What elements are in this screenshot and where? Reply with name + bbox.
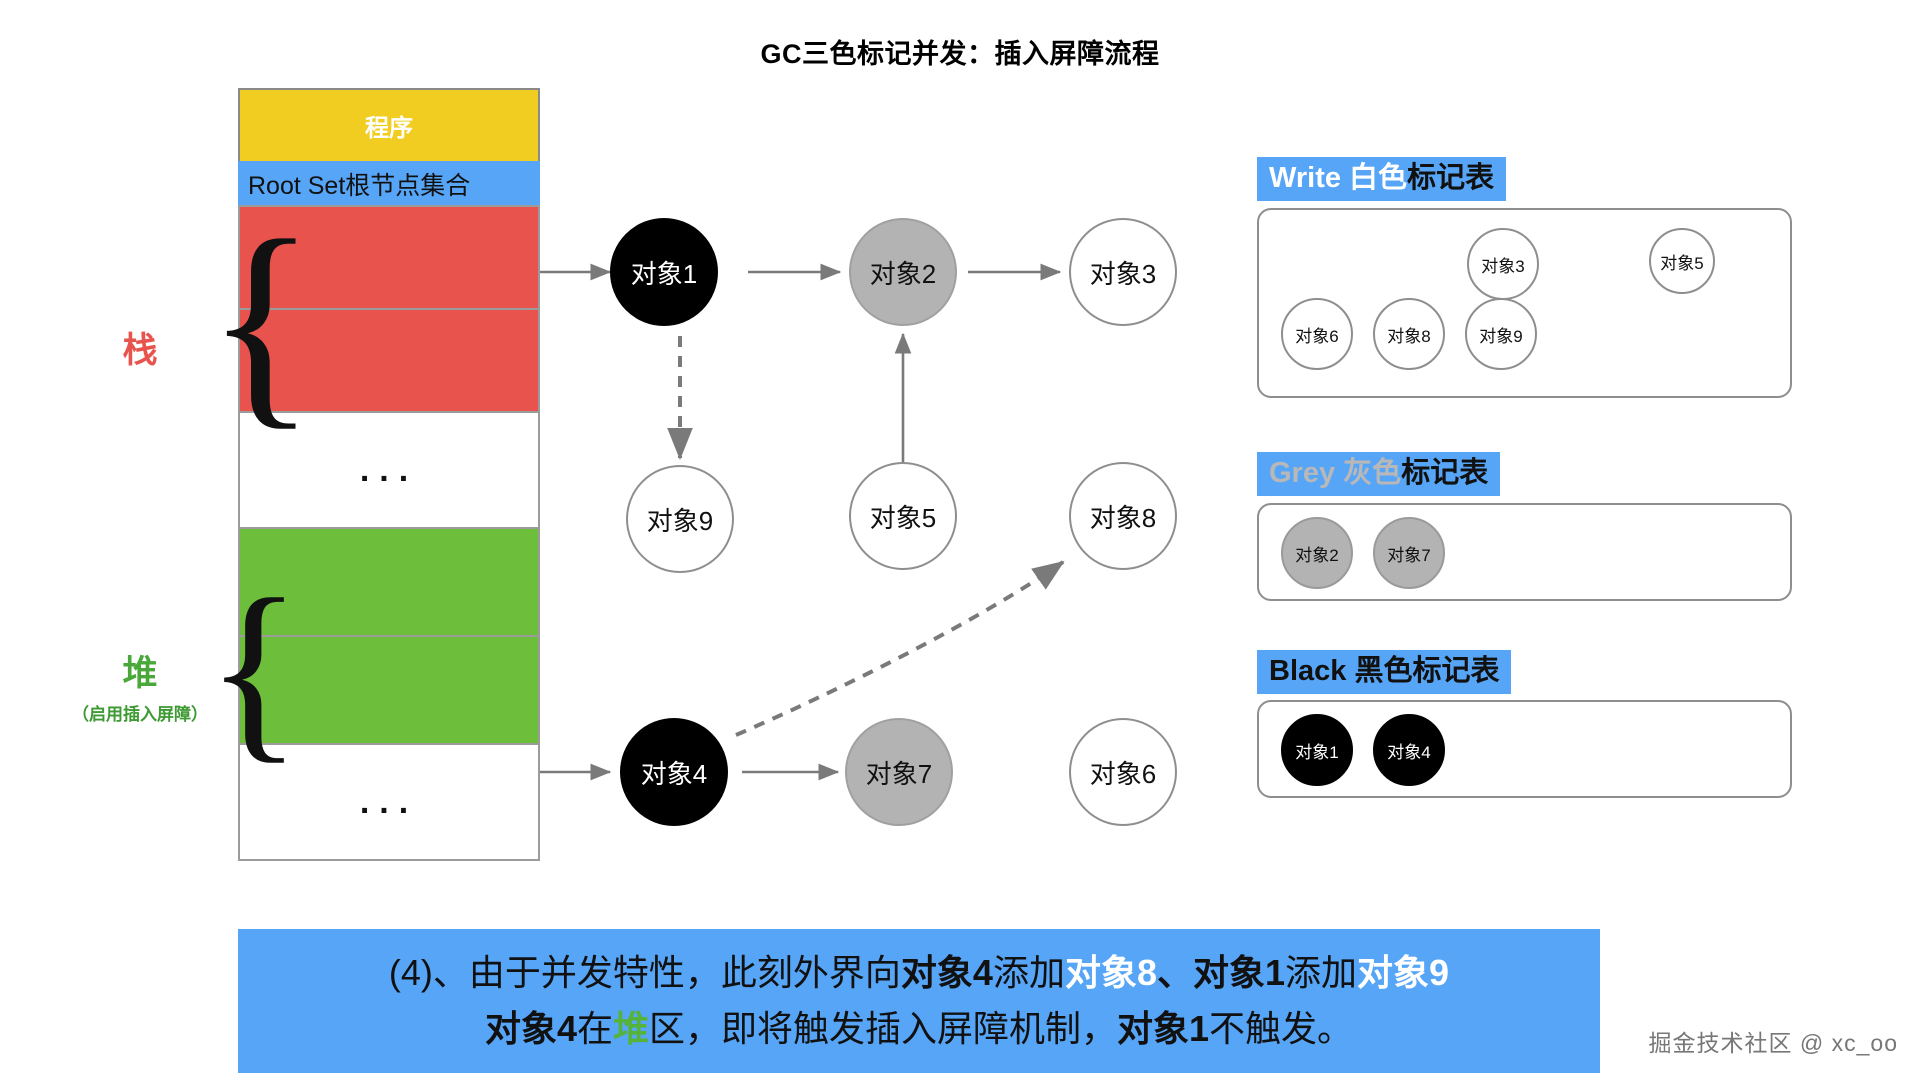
caption-l2-d: 区，即将触发插入屏障机制， xyxy=(649,1008,1118,1049)
grey-chip-obj7-label: 对象7 xyxy=(1387,545,1431,565)
graph-node-obj5[interactable]: 对象5 xyxy=(849,462,957,570)
watermark: 掘金技术社区 @ xc_oo xyxy=(1648,1030,1898,1056)
white-chip-obj5[interactable]: 对象5 xyxy=(1649,228,1715,294)
black-chip-obj1-label: 对象1 xyxy=(1295,742,1339,762)
grey-chip-obj2-label: 对象2 xyxy=(1295,545,1339,565)
white-chip-obj3-label: 对象3 xyxy=(1481,256,1525,276)
caption-l1-h: 对象9 xyxy=(1357,952,1450,994)
graph-node-obj3-label: 对象3 xyxy=(1089,258,1157,289)
caption-l1-a: (4)、由于并发特性，此刻外界向 xyxy=(388,952,901,994)
stack-label: 栈 xyxy=(122,331,158,370)
caption-l1-b: 对象4 xyxy=(900,952,993,994)
heap-sublabel: （启用插入屏障） xyxy=(72,705,208,724)
graph-node-obj1-label: 对象1 xyxy=(630,258,698,289)
caption-line-2: 对象4在堆区，即将触发插入屏障机制，对象1不触发。 xyxy=(485,1001,1353,1057)
black-mark-table-header-tail: 标记表 xyxy=(1412,655,1500,687)
heap-brace: { xyxy=(206,559,302,780)
caption-l1-f: 对象1 xyxy=(1193,952,1286,994)
memory-column: 程序 Root Set根节点集合 ... ... xyxy=(238,88,540,861)
black-chip-obj4-label: 对象4 xyxy=(1387,742,1431,762)
grey-chip-obj7[interactable]: 对象7 xyxy=(1373,517,1445,589)
memory-block-program: 程序 xyxy=(238,88,540,163)
white-chip-obj6-label: 对象6 xyxy=(1295,326,1339,346)
white-chip-obj5-label: 对象5 xyxy=(1660,253,1704,273)
black-chip-obj4[interactable]: 对象4 xyxy=(1373,714,1445,786)
white-chip-obj6[interactable]: 对象6 xyxy=(1281,298,1353,370)
heap-ellipsis-label: ... xyxy=(359,782,419,821)
caption-l2-f: 不触发。 xyxy=(1209,1008,1354,1049)
graph-node-obj6-label: 对象6 xyxy=(1089,758,1157,789)
graph-node-obj8[interactable]: 对象8 xyxy=(1069,462,1177,570)
caption-l2-b: 在 xyxy=(576,1008,613,1049)
graph-node-obj4[interactable]: 对象4 xyxy=(620,718,728,826)
white-chip-obj8[interactable]: 对象8 xyxy=(1373,298,1445,370)
graph-node-obj1[interactable]: 对象1 xyxy=(610,218,718,326)
page-title: GC三色标记并发：插入屏障流程 xyxy=(760,39,1160,69)
black-mark-table-box: 对象1 对象4 xyxy=(1257,700,1792,798)
white-mark-table-header: Write 白色标记表 xyxy=(1257,157,1507,202)
memory-block-root-set: Root Set根节点集合 xyxy=(238,161,540,207)
grey-mark-table-header: Grey 灰色标记表 xyxy=(1257,452,1501,497)
caption-l1-g: 添加 xyxy=(1285,952,1358,994)
white-chip-obj9-label: 对象9 xyxy=(1479,326,1523,346)
black-mark-table-header: Black 黑色标记表 xyxy=(1257,650,1512,695)
graph-node-obj3[interactable]: 对象3 xyxy=(1069,218,1177,326)
graph-node-obj6[interactable]: 对象6 xyxy=(1069,718,1177,826)
stack-brace: { xyxy=(206,193,317,448)
grey-chip-obj2[interactable]: 对象2 xyxy=(1281,517,1353,589)
graph-node-obj7-label: 对象7 xyxy=(865,758,933,789)
graph-node-obj9-label: 对象9 xyxy=(646,505,714,536)
white-chip-obj9[interactable]: 对象9 xyxy=(1465,298,1537,370)
caption-l2-c: 堆 xyxy=(612,1008,649,1049)
memory-block-heap-slot-1 xyxy=(238,527,540,637)
white-mark-table-header-color: 白色 xyxy=(1349,162,1408,194)
graph-node-obj9[interactable]: 对象9 xyxy=(626,465,734,573)
grey-mark-table-box: 对象2 对象7 xyxy=(1257,503,1792,601)
memory-block-program-label: 程序 xyxy=(365,115,413,142)
graph-node-obj7[interactable]: 对象7 xyxy=(845,718,953,826)
caption-l1-d: 对象8 xyxy=(1064,952,1157,994)
graph-node-obj4-label: 对象4 xyxy=(640,758,708,789)
caption-banner: (4)、由于并发特性，此刻外界向对象4添加对象8、对象1添加对象9 对象4在堆区… xyxy=(238,929,1600,1073)
caption-l2-e: 对象1 xyxy=(1117,1008,1210,1049)
memory-block-stack-ellipsis: ... xyxy=(238,411,540,529)
memory-block-heap-ellipsis: ... xyxy=(238,743,540,861)
memory-block-heap-slot-2 xyxy=(238,635,540,745)
graph-node-obj8-label: 对象8 xyxy=(1089,502,1157,533)
grey-mark-table-header-color: 灰色 xyxy=(1343,457,1402,489)
graph-node-obj2-label: 对象2 xyxy=(869,258,937,289)
caption-line-1: (4)、由于并发特性，此刻外界向对象4添加对象8、对象1添加对象9 xyxy=(389,945,1449,1001)
caption-l1-e: 、 xyxy=(1156,952,1193,994)
black-mark-table-header-color: 黑色 xyxy=(1354,655,1413,687)
caption-l1-c: 添加 xyxy=(992,952,1065,994)
memory-block-root-set-label: Root Set根节点集合 xyxy=(248,172,471,200)
grey-mark-table-header-tail: 标记表 xyxy=(1401,457,1489,489)
caption-l2-a: 对象4 xyxy=(484,1008,577,1049)
black-chip-obj1[interactable]: 对象1 xyxy=(1281,714,1353,786)
white-mark-table-header-en: Write xyxy=(1269,162,1341,194)
memory-block-stack-slot-1 xyxy=(238,205,540,310)
graph-node-obj5-label: 对象5 xyxy=(869,502,937,533)
white-mark-table-box: 对象3 对象5 对象6 对象8 对象9 xyxy=(1257,208,1792,398)
heap-label: 堆 xyxy=(122,654,158,693)
stack-ellipsis-label: ... xyxy=(359,450,419,489)
white-mark-table-header-tail: 标记表 xyxy=(1407,162,1495,194)
black-mark-table-header-en: Black xyxy=(1269,655,1347,687)
edge-obj4-obj8 xyxy=(735,560,1065,737)
graph-node-obj2[interactable]: 对象2 xyxy=(849,218,957,326)
white-chip-obj3[interactable]: 对象3 xyxy=(1467,228,1539,300)
grey-mark-table-header-en: Grey xyxy=(1269,457,1336,489)
white-chip-obj8-label: 对象8 xyxy=(1387,326,1431,346)
